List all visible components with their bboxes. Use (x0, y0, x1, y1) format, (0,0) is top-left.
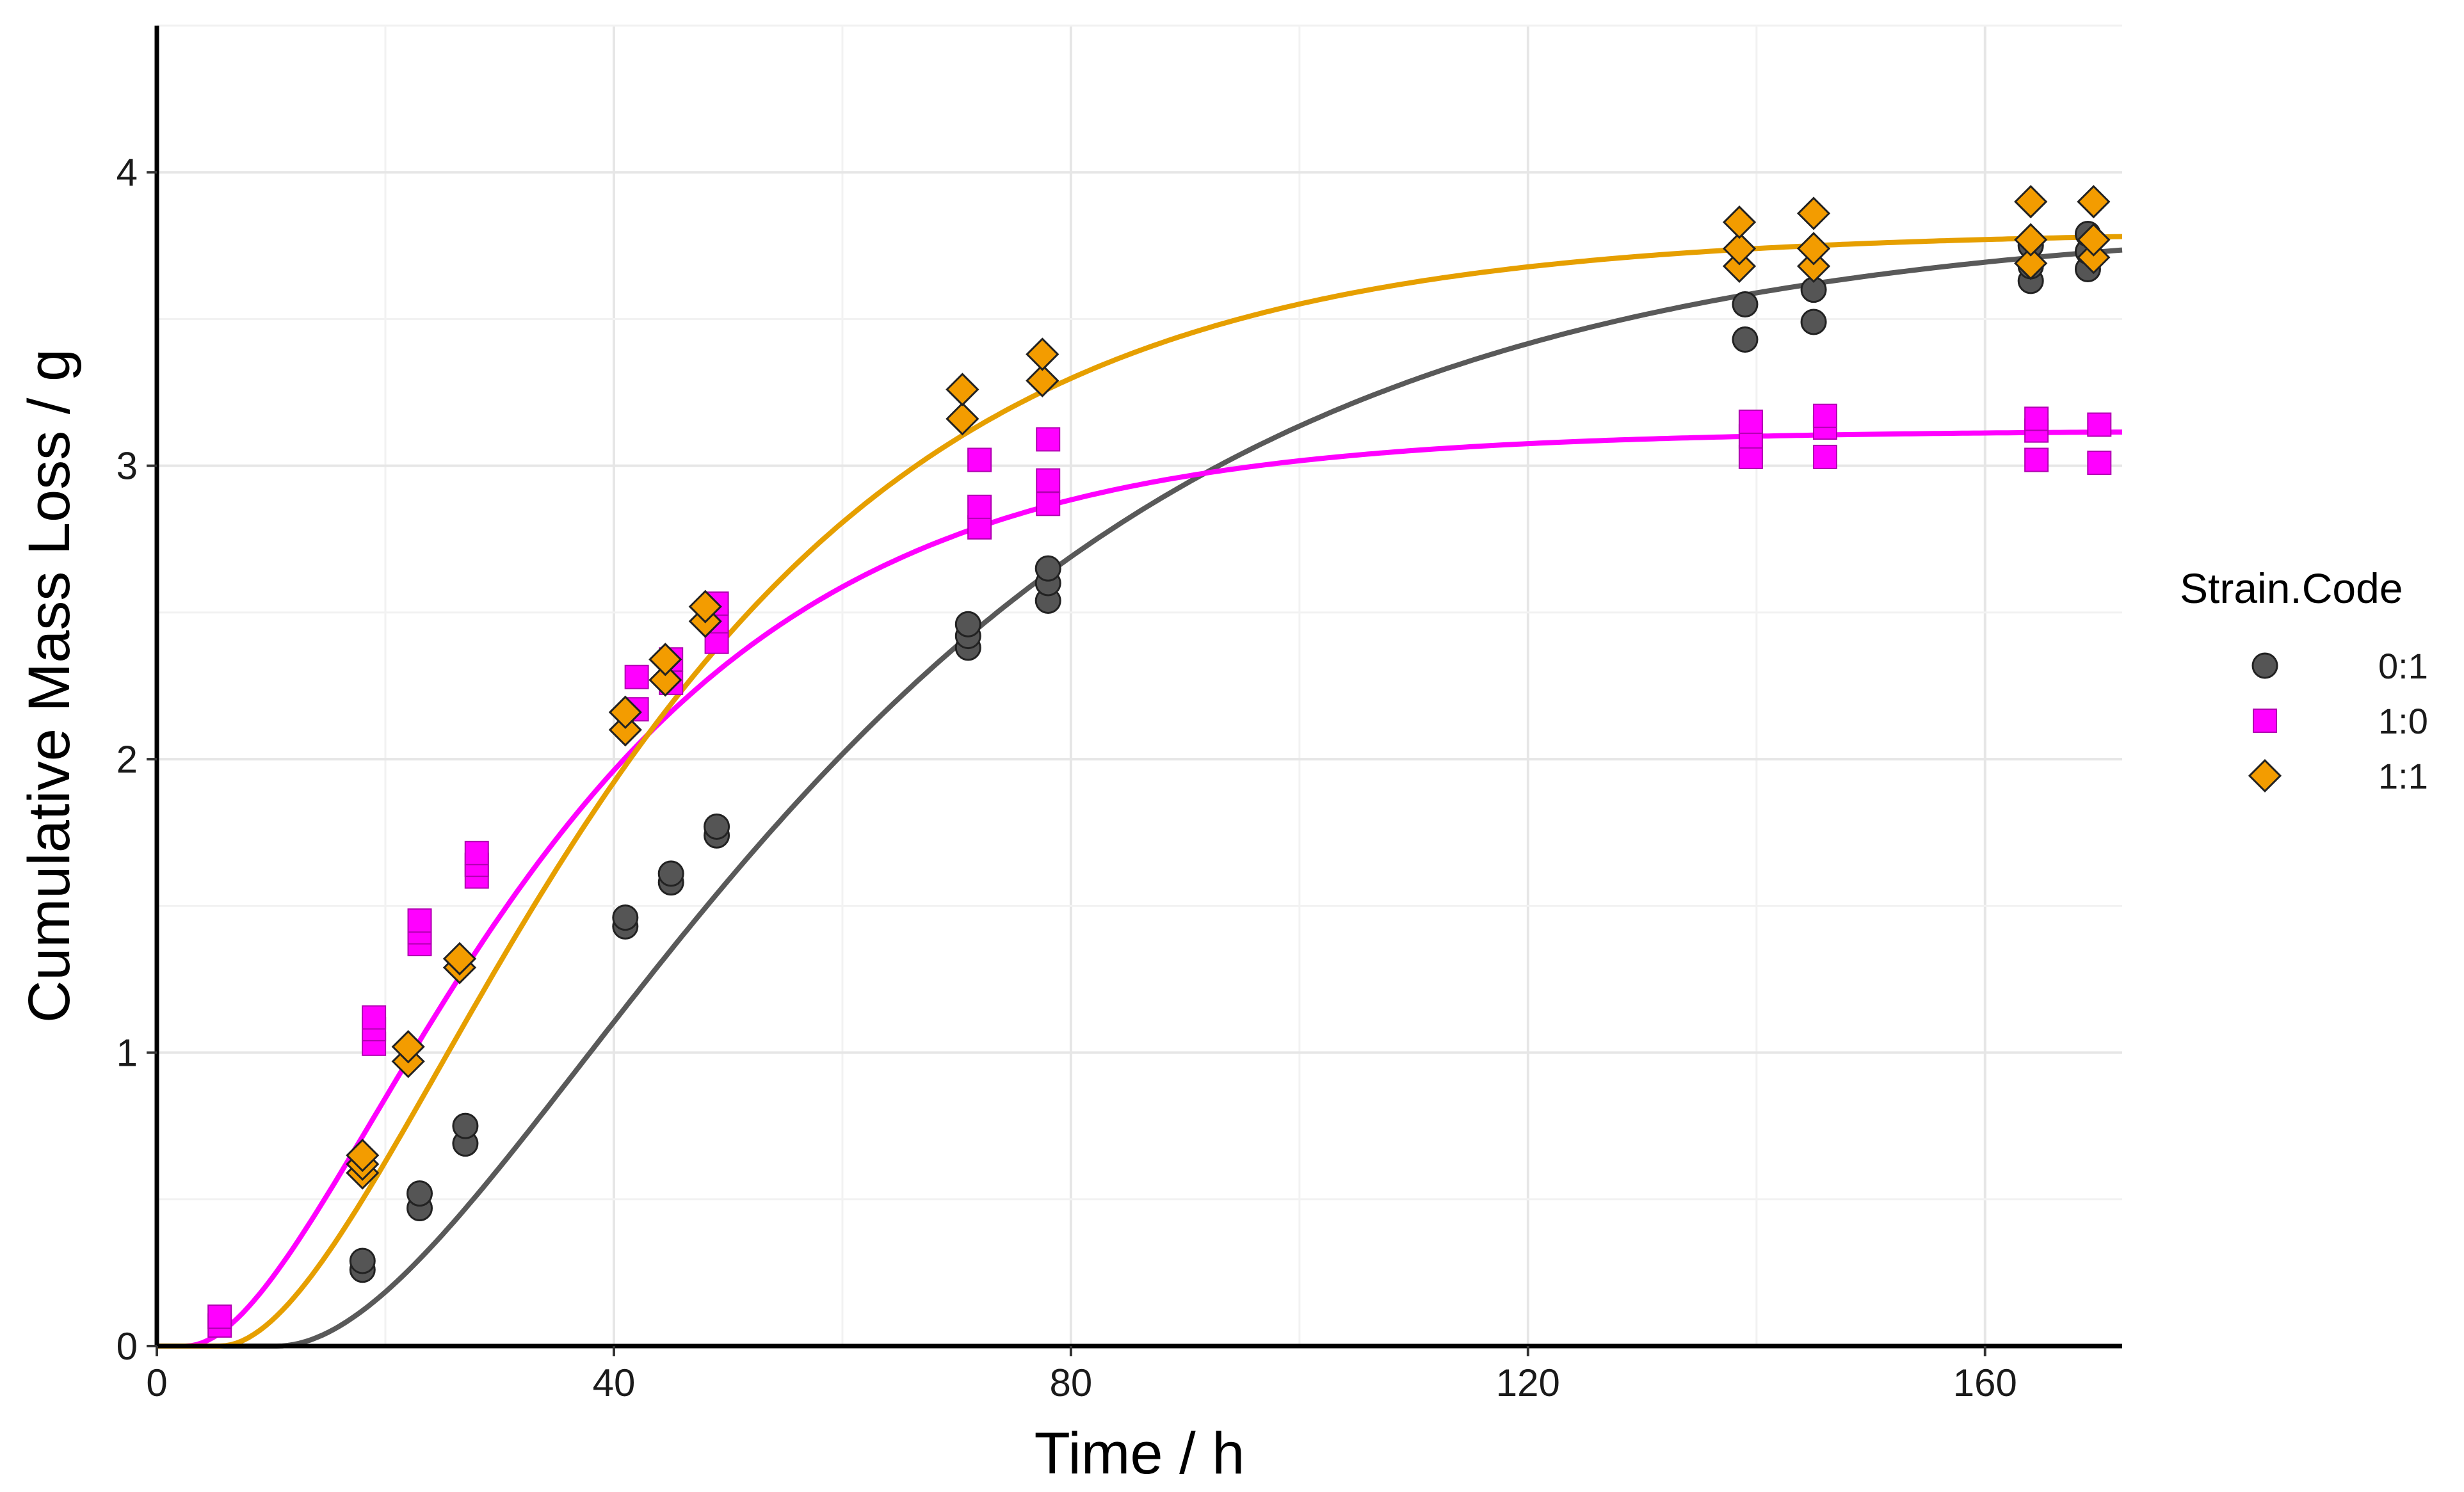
data-point-1-0 (1812, 403, 1837, 428)
data-point-0-1 (1732, 291, 1759, 318)
data-point-1-0 (624, 664, 649, 689)
data-point-1-0 (2087, 451, 2112, 476)
y-tick-label: 0 (117, 1325, 138, 1368)
fit-curves (157, 234, 2123, 1349)
legend-key-1-0 (2253, 709, 2277, 733)
y-tick-label: 1 (117, 1032, 138, 1075)
data-point-1-1 (1026, 337, 1059, 371)
data-point-0-1 (452, 1112, 479, 1139)
fit-curve-1-1 (157, 234, 2123, 1349)
data-point-1-1 (391, 1030, 425, 1064)
data-point-1-1 (2077, 241, 2111, 275)
data-point-1-0 (207, 1304, 232, 1329)
data-point-1-1 (1026, 364, 1059, 397)
fit-curve-0-1 (157, 247, 2123, 1349)
data-point-0-1 (612, 904, 639, 931)
y-axis-title: Cumulative Mass Loss / g (17, 349, 82, 1023)
data-point-0-1 (657, 860, 684, 887)
data-point-1-0 (1036, 427, 1061, 452)
data-point-1-1 (1796, 249, 1831, 284)
x-tick-label: 160 (1953, 1361, 2017, 1404)
data-point-1-0 (2087, 412, 2112, 437)
legend-label: 1:0 (2378, 701, 2428, 741)
axes (154, 26, 2122, 1349)
data-point-1-1 (1722, 249, 1757, 284)
data-point-1-1 (608, 713, 642, 747)
data-point-1-1 (2014, 184, 2048, 219)
data-point-1-1 (608, 695, 642, 729)
data-point-0-1 (1732, 326, 1759, 353)
legend: Strain.Code 0:1 1:0 1:1 (2180, 565, 2428, 796)
data-point-1-1 (1722, 232, 1757, 266)
legend-item-1-1: 1:1 (2248, 756, 2428, 796)
x-tick-label: 40 (593, 1361, 636, 1404)
data-point-1-1 (1722, 205, 1757, 239)
data-point-1-0 (1738, 444, 1763, 469)
data-point-1-1 (2014, 246, 2048, 280)
legend-key-0-1 (2251, 652, 2278, 679)
data-point-1-1 (648, 663, 682, 697)
data-point-0-1 (349, 1247, 376, 1274)
data-points (207, 184, 2112, 1338)
data-point-1-0 (1812, 444, 1837, 469)
legend-title: Strain.Code (2180, 565, 2403, 612)
legend-item-1-0: 1:0 (2253, 701, 2428, 741)
data-point-0-1 (704, 814, 730, 840)
data-point-1-0 (362, 1005, 387, 1030)
data-point-0-1 (954, 611, 981, 638)
data-point-1-1 (1796, 197, 1831, 230)
data-point-1-0 (464, 840, 489, 865)
legend-label: 1:1 (2378, 756, 2428, 796)
data-point-1-0 (2024, 447, 2049, 472)
legend-key-1-1 (2248, 758, 2282, 793)
x-tick-label: 120 (1496, 1361, 1560, 1404)
x-tick-label: 80 (1050, 1361, 1093, 1404)
data-point-1-1 (442, 942, 477, 975)
data-point-1-0 (1036, 492, 1061, 517)
x-axis-title: Time / h (1035, 1421, 1245, 1486)
data-point-1-1 (2014, 223, 2048, 257)
data-point-1-1 (346, 1138, 380, 1173)
x-tick-label: 0 (146, 1361, 167, 1404)
legend-item-0-1: 0:1 (2251, 646, 2428, 686)
data-point-1-1 (688, 590, 722, 623)
data-point-1-0 (967, 447, 992, 472)
data-point-1-0 (407, 908, 432, 933)
data-point-1-0 (967, 515, 992, 540)
fit-curve-1-0 (157, 429, 2122, 1349)
y-tick-label: 3 (117, 445, 138, 488)
y-tick-label: 4 (117, 151, 138, 194)
tick-labels: 0 40 80 120 160 0 1 2 3 4 (117, 151, 2017, 1404)
data-point-1-0 (2024, 406, 2049, 431)
data-point-1-1 (2077, 184, 2111, 219)
data-point-1-0 (1036, 468, 1061, 493)
data-point-1-0 (967, 494, 992, 519)
data-point-1-1 (2077, 223, 2111, 257)
data-point-0-1 (407, 1180, 433, 1207)
grid (156, 24, 2122, 1347)
data-point-1-1 (1796, 232, 1831, 266)
data-point-0-1 (1035, 555, 1061, 582)
data-point-1-1 (946, 402, 979, 436)
data-point-0-1 (1800, 309, 1827, 335)
data-point-1-0 (1738, 409, 1763, 434)
data-point-1-1 (648, 643, 682, 677)
y-tick-label: 2 (117, 738, 138, 781)
legend-label: 0:1 (2378, 646, 2428, 686)
data-point-1-1 (946, 373, 979, 406)
